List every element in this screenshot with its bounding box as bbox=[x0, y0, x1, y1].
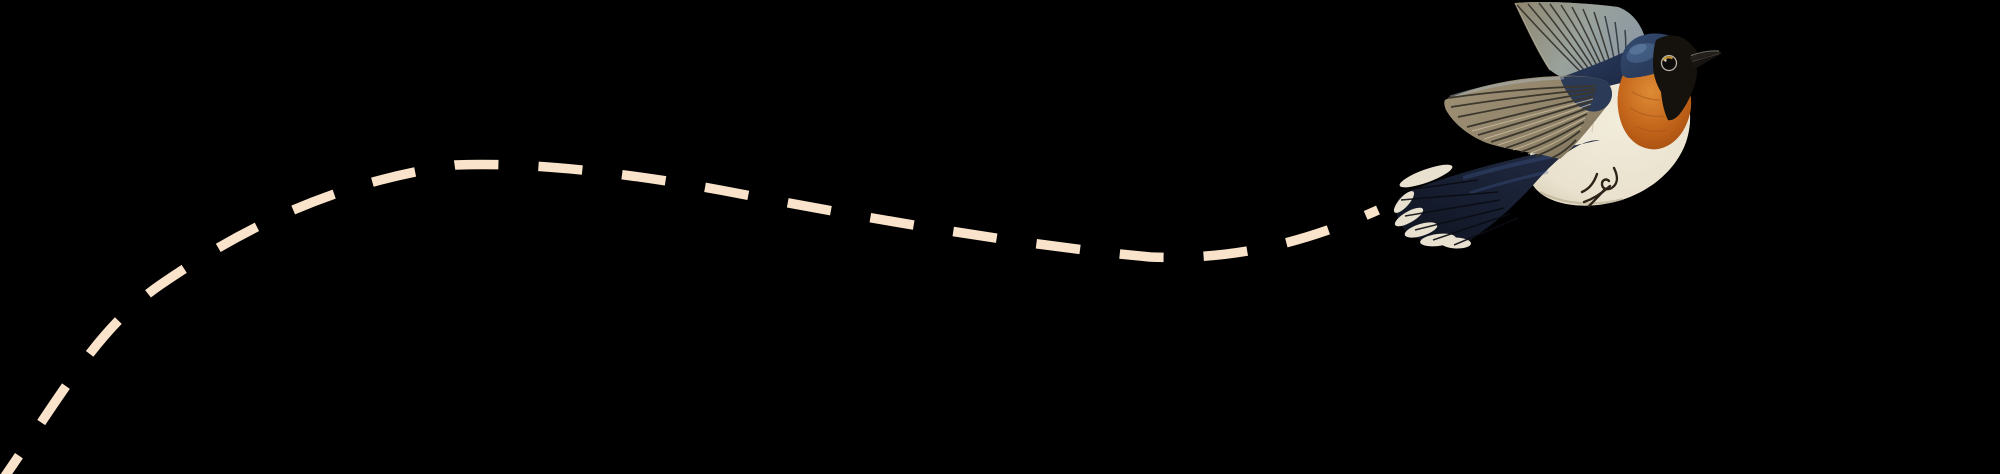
far-wing-feather-lines bbox=[1447, 85, 1597, 159]
far-wing-top-edge bbox=[1449, 76, 1565, 99]
breast-texture bbox=[1629, 91, 1667, 132]
far-wing-light-lines bbox=[1471, 98, 1594, 155]
beak-ridge-highlight bbox=[1690, 50, 1720, 56]
bird-eye bbox=[1660, 54, 1678, 72]
head-sheen bbox=[1626, 43, 1658, 63]
bird-far-wing bbox=[1444, 75, 1612, 159]
eye-glint bbox=[1664, 59, 1667, 62]
tail-feather-separators bbox=[1399, 179, 1519, 246]
tail-sheen bbox=[1462, 153, 1559, 195]
bird-tail-white-tips bbox=[1393, 164, 1471, 249]
dashed-flight-path bbox=[0, 159, 1380, 474]
head-sheen-bright bbox=[1629, 43, 1647, 55]
swallow-bird-illustration bbox=[1393, 2, 1722, 249]
bird-feet bbox=[1580, 166, 1619, 208]
beak-gape-line bbox=[1692, 53, 1720, 62]
raised-wing-edge-highlight bbox=[1514, 2, 1551, 71]
bird-beak bbox=[1690, 50, 1722, 69]
belly-shadow bbox=[1539, 191, 1624, 205]
bird-tail bbox=[1393, 140, 1600, 249]
